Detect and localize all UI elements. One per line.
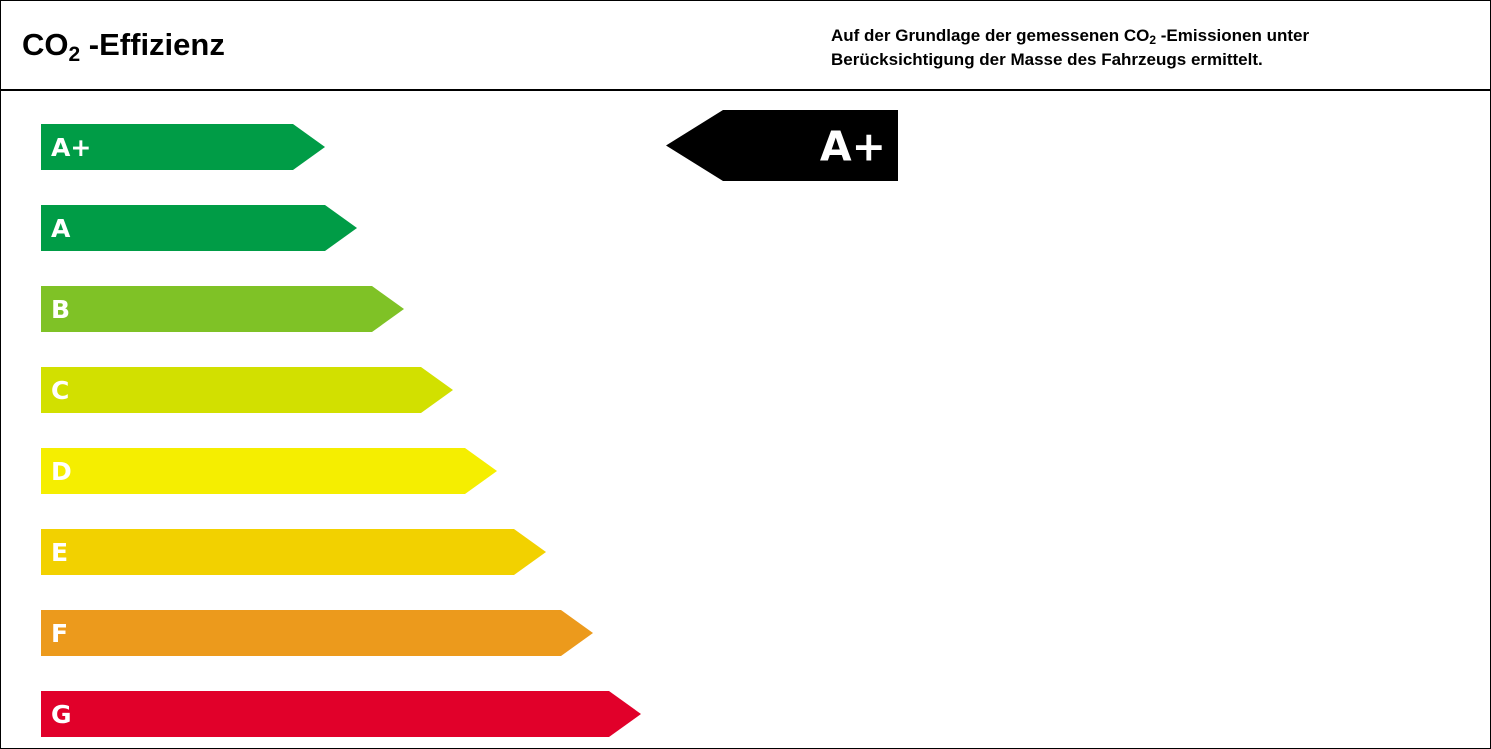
class-label: D bbox=[51, 457, 72, 486]
note-line-1-subscript: 2 bbox=[1149, 33, 1157, 47]
class-arrow-shape bbox=[41, 529, 546, 575]
class-bar-c: C bbox=[41, 367, 453, 413]
class-arrow-shape bbox=[41, 367, 453, 413]
class-arrow-shape bbox=[41, 286, 404, 332]
class-bar-g: G bbox=[41, 691, 641, 737]
class-bar-d: D bbox=[41, 448, 497, 494]
note-line-1: Auf der Grundlage der gemessenen CO2 -Em… bbox=[831, 24, 1471, 48]
title-suffix: -Effizienz bbox=[80, 27, 225, 62]
title-subscript: 2 bbox=[68, 43, 81, 66]
class-bar-e: E bbox=[41, 529, 546, 575]
class-label: G bbox=[51, 700, 72, 729]
note-line-1-prefix: Auf der Grundlage der gemessenen CO bbox=[831, 26, 1150, 45]
rating-marker-shape bbox=[666, 110, 898, 181]
page-title: CO2 -Effizienz bbox=[22, 27, 225, 66]
class-label: F bbox=[51, 619, 68, 648]
title-prefix: CO bbox=[22, 27, 69, 62]
rating-marker-label: A+ bbox=[820, 123, 886, 171]
class-label: A bbox=[51, 214, 71, 243]
class-label: B bbox=[51, 295, 70, 324]
class-label: A+ bbox=[51, 133, 91, 162]
class-arrow-shape bbox=[41, 124, 325, 170]
note-line-1-suffix: -Emissionen unter bbox=[1156, 26, 1310, 45]
class-bar-f: F bbox=[41, 610, 593, 656]
class-arrow-shape bbox=[41, 691, 641, 737]
class-arrow-shape bbox=[41, 448, 497, 494]
header-note: Auf der Grundlage der gemessenen CO2 -Em… bbox=[831, 24, 1471, 72]
class-bar-a-plus: A+ bbox=[41, 124, 325, 170]
class-label: E bbox=[51, 538, 68, 567]
note-line-2: Berücksichtigung der Masse des Fahrzeugs… bbox=[831, 50, 1263, 69]
class-bar-a: A bbox=[41, 205, 357, 251]
rating-marker: A+ bbox=[666, 110, 898, 181]
class-label: C bbox=[51, 376, 69, 405]
class-arrow-shape bbox=[41, 610, 593, 656]
class-arrow-shape bbox=[41, 205, 357, 251]
header: CO2 -Effizienz Auf der Grundlage der gem… bbox=[1, 1, 1490, 91]
class-bar-b: B bbox=[41, 286, 404, 332]
